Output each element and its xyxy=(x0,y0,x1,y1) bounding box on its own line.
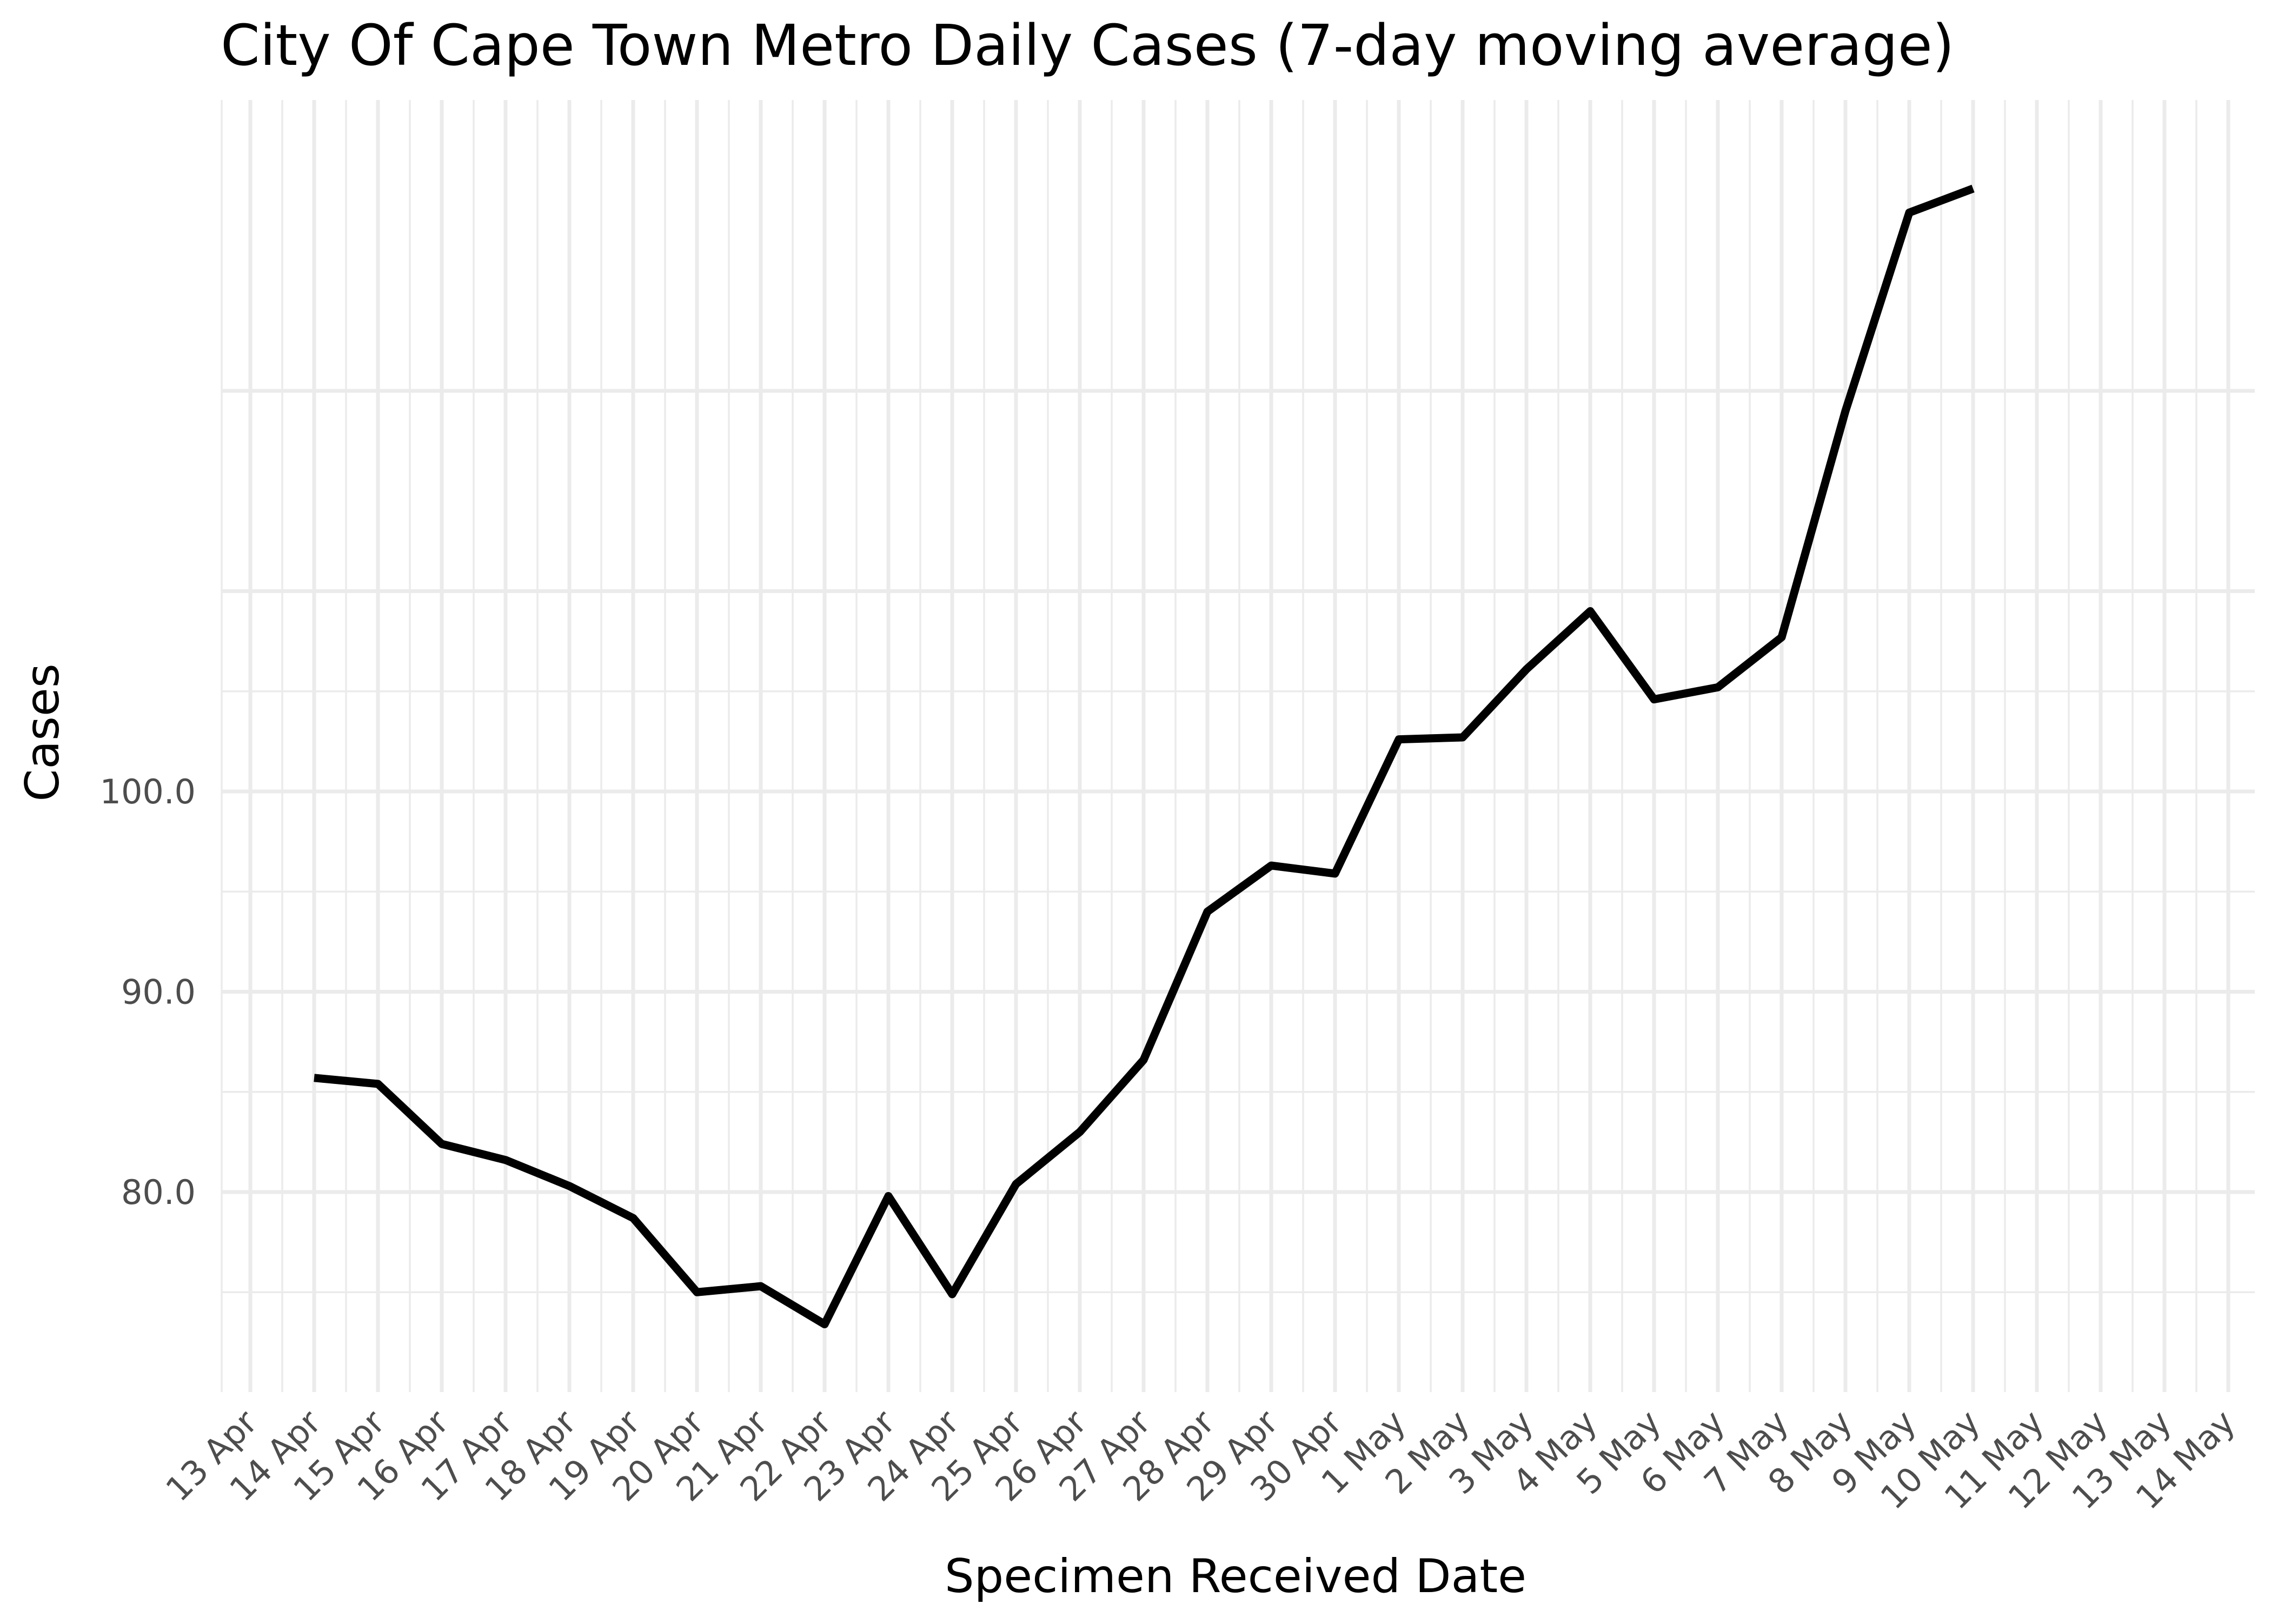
y-axis-title: Cases xyxy=(16,663,70,801)
y-tick-label: 90.0 xyxy=(121,973,196,1012)
y-tick-label: 80.0 xyxy=(121,1173,196,1212)
y-tick-label: 100.0 xyxy=(100,772,196,811)
chart-title: City Of Cape Town Metro Daily Cases (7-d… xyxy=(221,12,1954,78)
y-axis-ticks: 80.0 90.0 100.0 xyxy=(100,772,196,1212)
x-axis-title: Specimen Received Date xyxy=(945,1549,1526,1603)
gridlines xyxy=(222,100,2255,1392)
